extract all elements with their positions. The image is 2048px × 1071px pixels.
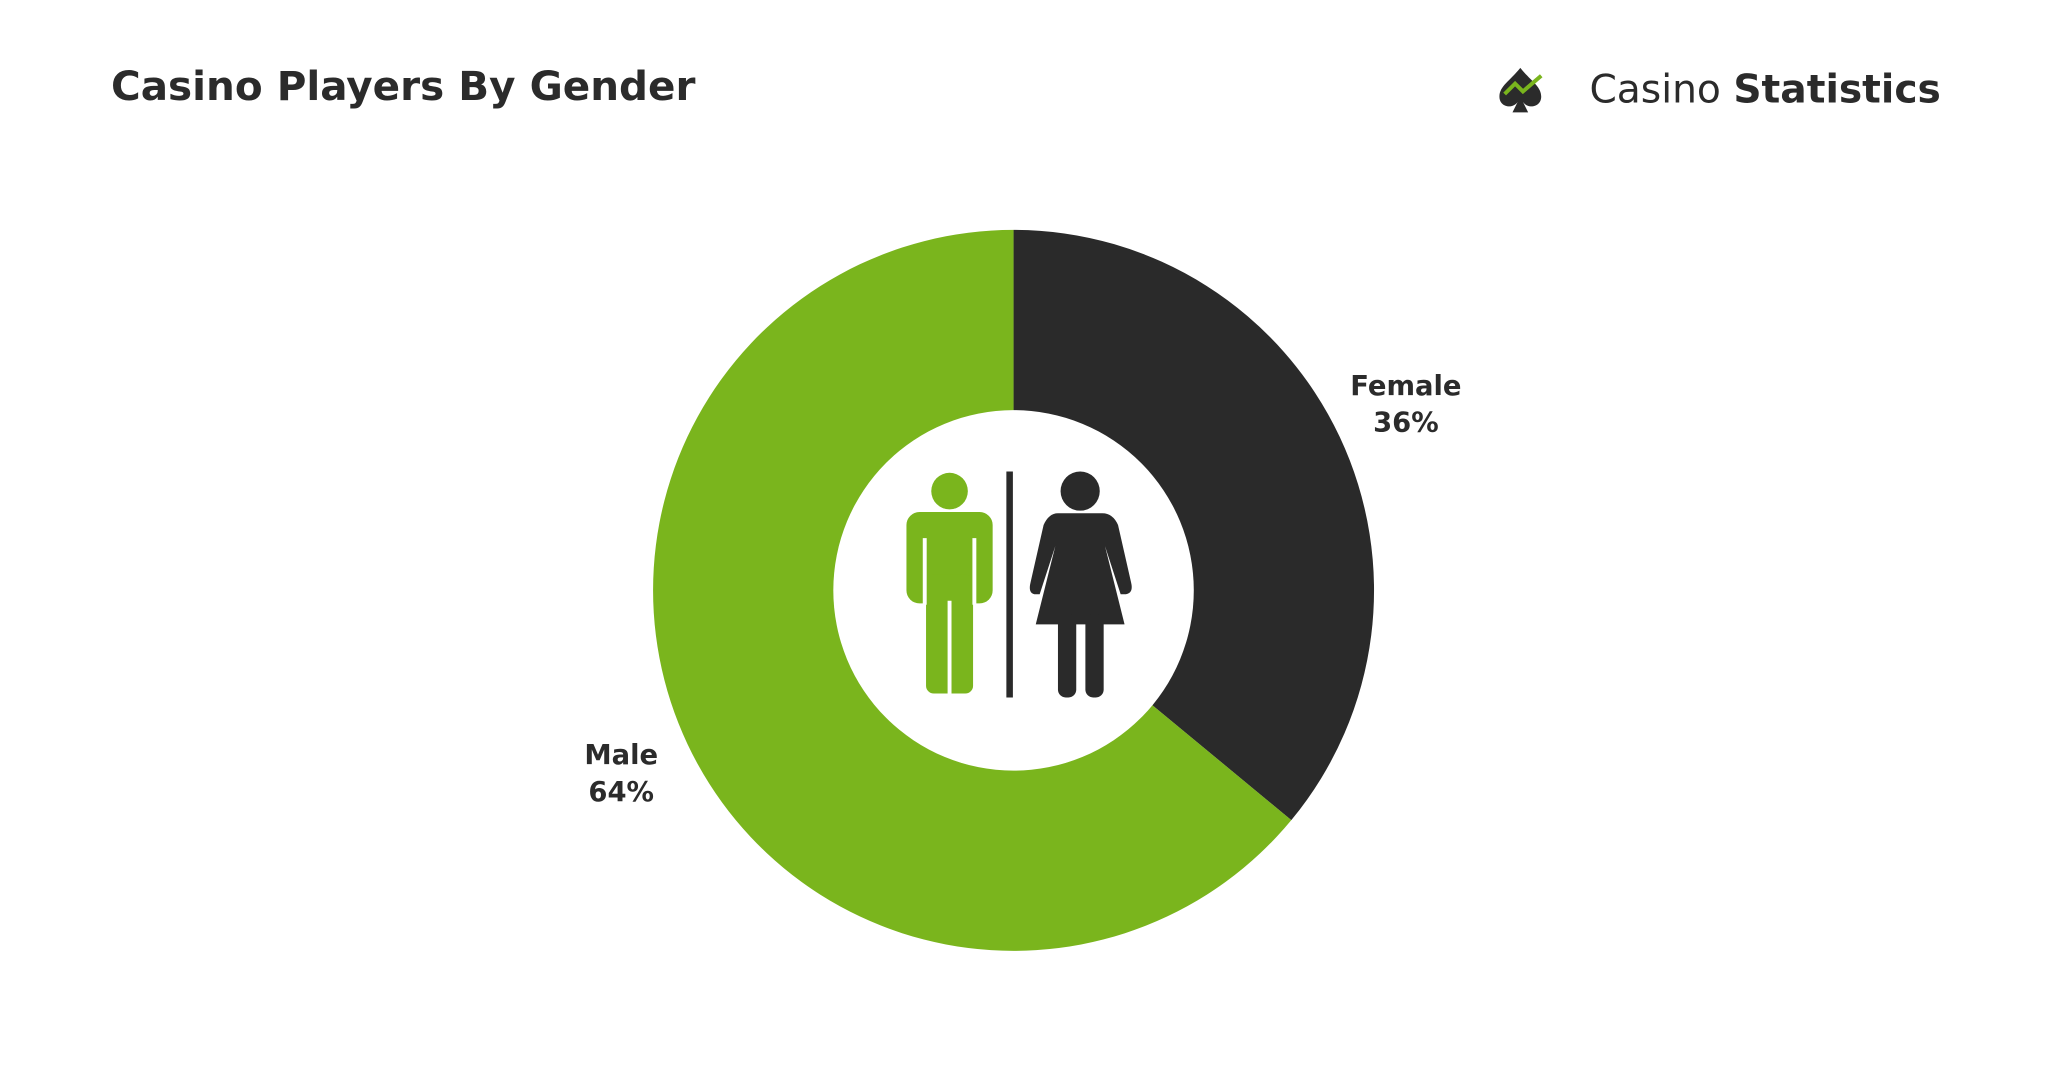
gender-icon	[906, 471, 1132, 698]
man-head	[931, 472, 968, 510]
value-label: 64%	[588, 777, 654, 808]
value-label: 36%	[1373, 408, 1439, 439]
slice-label: Female	[1350, 371, 1461, 402]
woman-leg	[1085, 613, 1104, 698]
slice-label: Male	[584, 740, 658, 771]
logo-light: Casino	[1589, 67, 1720, 112]
donut-hole	[833, 410, 1194, 771]
woman-body	[1029, 513, 1132, 625]
logo-trend	[1503, 74, 1543, 96]
pie-slice	[1013, 229, 1375, 821]
chart-title: Casino Players By Gender	[111, 62, 695, 110]
logo-text: Casino Statistics	[1589, 67, 1940, 112]
logo-bold: Statistics	[1733, 67, 1941, 112]
woman-leg	[1057, 613, 1077, 698]
logo: Casino Statistics	[1499, 67, 1941, 113]
woman-head	[1060, 471, 1100, 511]
